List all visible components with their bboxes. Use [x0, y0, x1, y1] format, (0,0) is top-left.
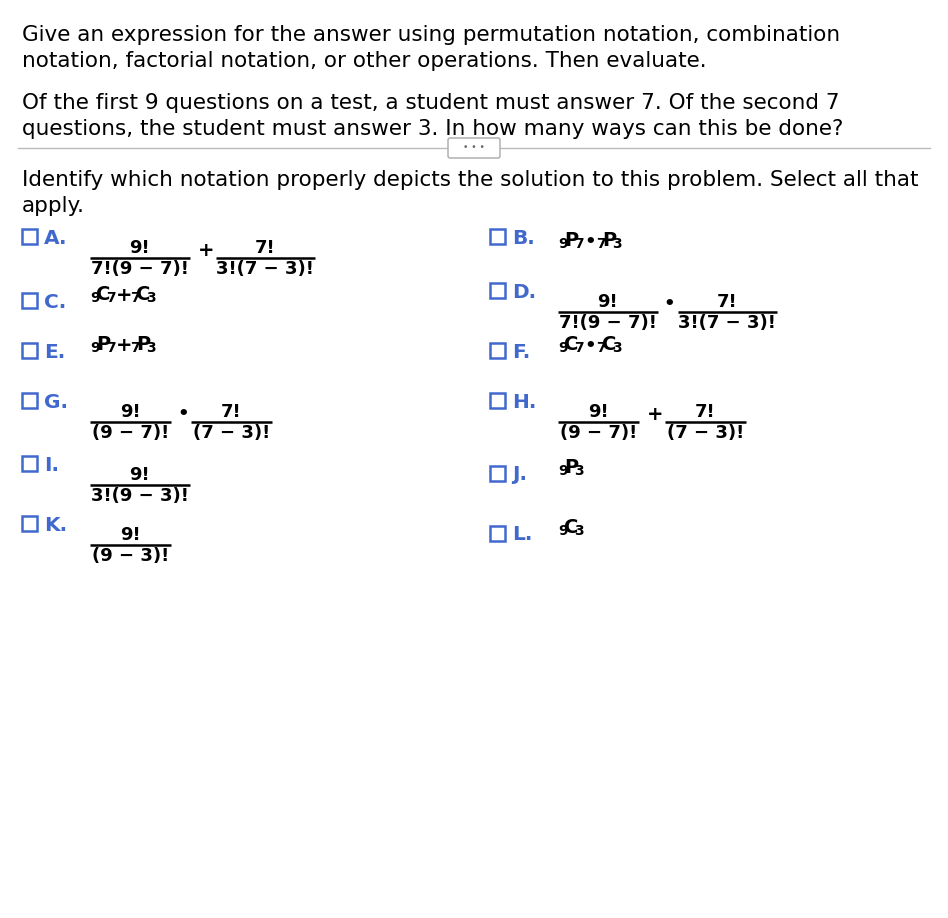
Text: 7!: 7! — [255, 239, 276, 257]
Bar — [22, 393, 37, 408]
Bar — [22, 516, 37, 531]
Text: 7!(9 − 7)!: 7!(9 − 7)! — [559, 314, 657, 332]
Text: G.: G. — [44, 393, 68, 412]
Text: E.: E. — [44, 342, 65, 362]
Text: 9!: 9! — [588, 403, 609, 421]
Text: 7: 7 — [106, 341, 116, 355]
Bar — [490, 465, 505, 480]
Bar — [490, 525, 505, 541]
Text: P: P — [96, 335, 110, 354]
Bar — [22, 229, 37, 244]
Text: 7: 7 — [574, 341, 584, 355]
Text: Give an expression for the answer using permutation notation, combination: Give an expression for the answer using … — [22, 25, 840, 45]
Text: •: • — [664, 295, 675, 313]
Text: F.: F. — [512, 342, 530, 362]
Text: 3!(9 − 3)!: 3!(9 − 3)! — [91, 487, 189, 505]
Text: 7: 7 — [574, 237, 584, 251]
Text: 9!: 9! — [130, 239, 150, 257]
Text: 7: 7 — [596, 341, 606, 355]
Text: C: C — [602, 335, 616, 354]
Text: C: C — [96, 285, 110, 304]
Bar — [22, 293, 37, 308]
Text: •: • — [177, 405, 189, 423]
Bar — [490, 229, 505, 244]
Bar — [490, 342, 505, 357]
Text: 7!: 7! — [221, 403, 242, 421]
Text: +: + — [116, 336, 133, 355]
Text: 9: 9 — [90, 341, 100, 355]
Text: 3: 3 — [612, 237, 622, 251]
Text: (9 − 7)!: (9 − 7)! — [560, 424, 637, 442]
Text: I.: I. — [44, 456, 59, 475]
Text: Identify which notation properly depicts the solution to this problem. Select al: Identify which notation properly depicts… — [22, 170, 919, 190]
FancyBboxPatch shape — [448, 138, 500, 158]
Text: +: + — [197, 241, 214, 260]
Text: 9!: 9! — [120, 526, 140, 544]
Text: questions, the student must answer 3. In how many ways can this be done?: questions, the student must answer 3. In… — [22, 119, 844, 139]
Text: 9: 9 — [558, 237, 568, 251]
Bar — [22, 342, 37, 357]
Text: 9!: 9! — [120, 403, 140, 421]
Bar — [490, 283, 505, 298]
Text: 7: 7 — [596, 237, 606, 251]
Text: 3: 3 — [146, 291, 155, 305]
Text: 7: 7 — [106, 291, 116, 305]
Text: 7: 7 — [130, 341, 139, 355]
Text: 9: 9 — [90, 291, 100, 305]
Text: 7: 7 — [130, 291, 139, 305]
Text: Of the first 9 questions on a test, a student must answer 7. Of the second 7: Of the first 9 questions on a test, a st… — [22, 93, 840, 113]
Text: C: C — [564, 518, 578, 537]
Text: P: P — [564, 231, 578, 250]
Text: +: + — [116, 286, 133, 305]
Text: 7!: 7! — [717, 293, 738, 311]
Text: 3!(7 − 3)!: 3!(7 − 3)! — [679, 314, 776, 332]
Text: (9 − 3)!: (9 − 3)! — [92, 547, 169, 565]
Text: (7 − 3)!: (7 − 3)! — [192, 424, 270, 442]
Text: 3: 3 — [146, 341, 155, 355]
Text: • • •: • • • — [463, 142, 485, 151]
Text: 9!: 9! — [597, 293, 618, 311]
Text: 3: 3 — [574, 464, 584, 478]
Text: C.: C. — [44, 293, 66, 311]
Text: P: P — [602, 231, 616, 250]
Text: 3: 3 — [612, 341, 622, 355]
Text: apply.: apply. — [22, 196, 85, 216]
Text: 9!: 9! — [130, 466, 150, 484]
Text: K.: K. — [44, 516, 67, 535]
Text: H.: H. — [512, 393, 537, 412]
Text: •: • — [584, 233, 595, 251]
Text: P: P — [137, 335, 150, 354]
Text: C: C — [137, 285, 151, 304]
Text: 7!(9 − 7)!: 7!(9 − 7)! — [91, 260, 189, 278]
Text: A.: A. — [44, 229, 67, 248]
Text: +: + — [647, 405, 664, 423]
Text: 9: 9 — [558, 341, 568, 355]
Text: L.: L. — [512, 525, 533, 544]
Text: 9: 9 — [558, 464, 568, 478]
Text: (7 − 3)!: (7 − 3)! — [666, 424, 744, 442]
Text: 3!(7 − 3)!: 3!(7 − 3)! — [216, 260, 315, 278]
Text: P: P — [564, 458, 578, 477]
Text: D.: D. — [512, 283, 537, 302]
Text: 3: 3 — [574, 524, 584, 538]
Text: notation, factorial notation, or other operations. Then evaluate.: notation, factorial notation, or other o… — [22, 51, 706, 71]
Bar — [22, 456, 37, 471]
Text: C: C — [564, 335, 578, 354]
Bar — [490, 393, 505, 408]
Text: J.: J. — [512, 465, 527, 485]
Text: B.: B. — [512, 229, 535, 248]
Text: 9: 9 — [558, 524, 568, 538]
Text: •: • — [584, 337, 595, 355]
Text: (9 − 7)!: (9 − 7)! — [92, 424, 169, 442]
Text: 7!: 7! — [695, 403, 716, 421]
